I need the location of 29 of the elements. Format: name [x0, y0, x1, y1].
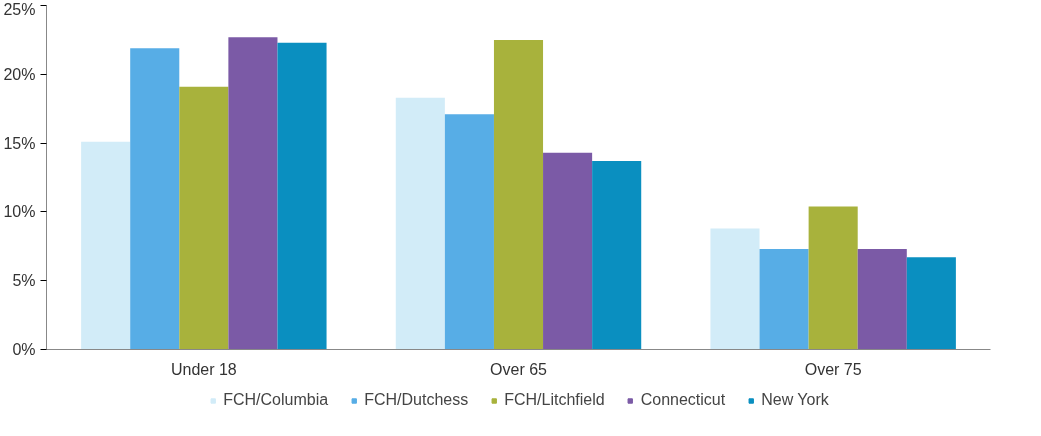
legend-label: FCH/Litchfield: [504, 391, 605, 409]
y-tick-label: 15%: [3, 134, 36, 152]
legend-label: Connecticut: [640, 391, 726, 409]
y-tick-label: 20%: [3, 65, 36, 83]
bar: [906, 257, 956, 350]
bar: [759, 249, 809, 350]
legend-label: FCH/Dutchess: [364, 391, 469, 409]
bar: [81, 141, 131, 350]
bar: [808, 206, 858, 350]
bar: [592, 160, 642, 350]
bar: [493, 39, 544, 350]
bar: [444, 114, 494, 350]
bar: [710, 228, 760, 350]
bar: [395, 97, 445, 350]
bar: [228, 37, 278, 350]
y-tick-label: 10%: [3, 203, 36, 221]
x-tick-label: Over 75: [804, 360, 862, 378]
bar: [543, 152, 593, 350]
y-tick-label: 25%: [3, 0, 36, 18]
bar: [857, 249, 907, 350]
y-tick-label: 5%: [12, 272, 36, 290]
y-tick-label: 0%: [12, 341, 36, 358]
bar: [179, 86, 229, 350]
x-tick-label: Over 65: [490, 360, 548, 378]
bar: [277, 42, 327, 350]
legend-label: New York: [761, 391, 829, 409]
x-tick-label: Under 18: [170, 360, 237, 378]
legend-label: FCH/Columbia: [223, 391, 329, 409]
bar: [130, 48, 180, 350]
